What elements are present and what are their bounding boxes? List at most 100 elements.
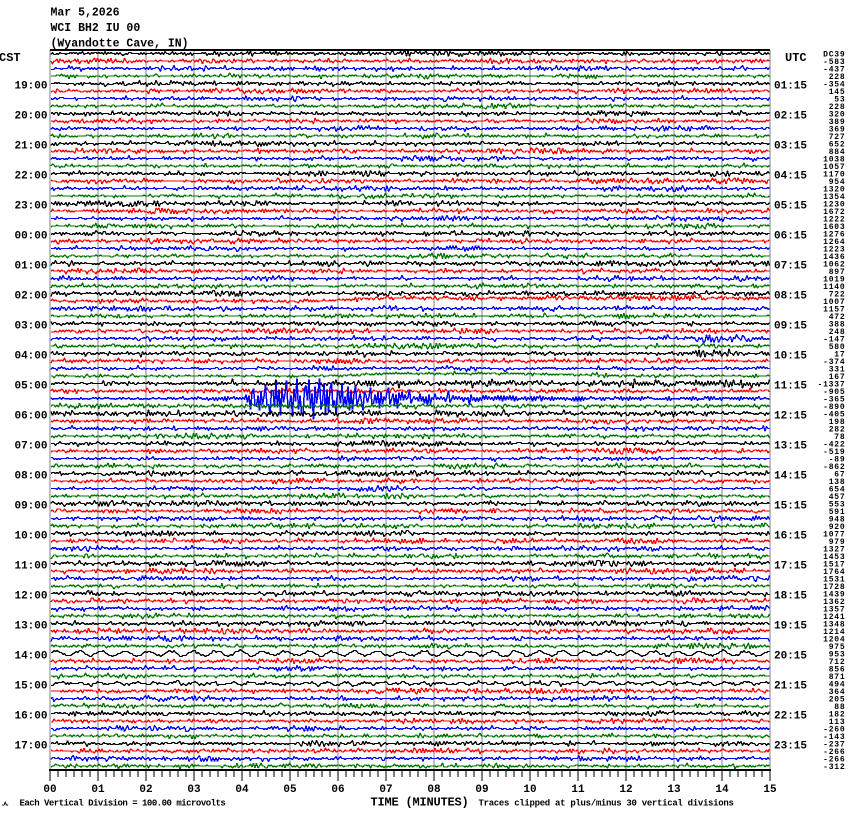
svg-text:(Wyandotte Cave, IN): (Wyandotte Cave, IN): [51, 38, 189, 51]
svg-text:05:15: 05:15: [774, 201, 807, 213]
svg-text:-583: -583: [823, 58, 845, 67]
svg-text:00: 00: [43, 784, 56, 796]
svg-text:15: 15: [763, 784, 777, 796]
svg-text:21:15: 21:15: [774, 681, 807, 693]
svg-text:-905: -905: [823, 388, 845, 397]
svg-text:10:15: 10:15: [774, 351, 807, 363]
svg-text:457: 457: [829, 493, 846, 502]
svg-text:-374: -374: [823, 358, 845, 367]
svg-text:920: 920: [829, 523, 846, 532]
svg-text:67: 67: [834, 471, 845, 480]
svg-text:13: 13: [667, 784, 681, 796]
svg-text:08:15: 08:15: [774, 291, 807, 303]
svg-text:TIME (MINUTES): TIME (MINUTES): [371, 796, 469, 810]
svg-text:1007: 1007: [823, 298, 845, 307]
svg-text:369: 369: [829, 126, 846, 135]
svg-text:654: 654: [829, 486, 846, 495]
svg-text:1241: 1241: [823, 613, 845, 622]
svg-text:1354: 1354: [823, 193, 845, 202]
svg-text:WCI BH2 IU 00: WCI BH2 IU 00: [51, 22, 141, 35]
svg-text:14: 14: [715, 784, 729, 796]
svg-text:09: 09: [475, 784, 488, 796]
svg-text:1728: 1728: [823, 583, 845, 592]
svg-text:-437: -437: [823, 66, 845, 75]
svg-text:10:00: 10:00: [14, 531, 47, 543]
svg-text:1362: 1362: [823, 598, 845, 607]
svg-text:01:15: 01:15: [774, 81, 807, 93]
svg-text:320: 320: [829, 111, 846, 120]
svg-text:-1337: -1337: [817, 381, 845, 390]
svg-text:871: 871: [829, 673, 846, 682]
svg-text:1057: 1057: [823, 163, 845, 172]
svg-text:-890: -890: [823, 403, 845, 412]
svg-text:23:00: 23:00: [14, 201, 47, 213]
svg-text:1214: 1214: [823, 628, 845, 637]
svg-text:22:00: 22:00: [14, 171, 47, 183]
svg-text:88: 88: [834, 703, 845, 712]
svg-text:-260: -260: [823, 726, 845, 735]
svg-text:-143: -143: [823, 733, 845, 742]
svg-text:-365: -365: [823, 396, 845, 405]
svg-text:UTC: UTC: [785, 51, 807, 65]
svg-text:21:00: 21:00: [14, 141, 47, 153]
svg-text:1453: 1453: [823, 553, 845, 562]
svg-text:Traces clipped at plus/minus 3: Traces clipped at plus/minus 30 vertical…: [479, 799, 734, 809]
svg-text:DC39: DC39: [823, 51, 845, 60]
svg-text:78: 78: [834, 433, 845, 442]
svg-text:722: 722: [829, 291, 846, 300]
svg-text:04:00: 04:00: [14, 351, 47, 363]
svg-text:20:00: 20:00: [14, 111, 47, 123]
svg-text:09:15: 09:15: [774, 321, 807, 333]
svg-text:00:00: 00:00: [14, 231, 47, 243]
svg-text:-89: -89: [829, 456, 846, 465]
svg-text:1223: 1223: [823, 246, 845, 255]
svg-text:10: 10: [523, 784, 536, 796]
svg-text:652: 652: [829, 141, 846, 150]
svg-text:15:00: 15:00: [14, 681, 47, 693]
svg-text:1603: 1603: [823, 223, 845, 232]
svg-text:16:15: 16:15: [774, 531, 807, 543]
svg-text:01:00: 01:00: [14, 261, 47, 273]
svg-text:23:15: 23:15: [774, 741, 807, 753]
svg-text:12: 12: [619, 784, 632, 796]
svg-text:-354: -354: [823, 81, 845, 90]
svg-text:-862: -862: [823, 463, 845, 472]
svg-text:1764: 1764: [823, 568, 845, 577]
svg-text:1517: 1517: [823, 561, 845, 570]
svg-text:712: 712: [829, 658, 846, 667]
svg-text:282: 282: [829, 426, 846, 435]
svg-text:1327: 1327: [823, 546, 845, 555]
svg-text:1264: 1264: [823, 238, 845, 247]
svg-text:15:15: 15:15: [774, 501, 807, 513]
svg-text:167: 167: [829, 373, 846, 382]
svg-text:14:15: 14:15: [774, 471, 807, 483]
svg-text:07: 07: [379, 784, 392, 796]
svg-text:Mar 5,2026: Mar 5,2026: [51, 7, 120, 20]
svg-text:1222: 1222: [823, 216, 845, 225]
svg-text:08:00: 08:00: [14, 471, 47, 483]
svg-text:138: 138: [829, 478, 846, 487]
svg-text:13:00: 13:00: [14, 621, 47, 633]
svg-text:-147: -147: [823, 336, 845, 345]
svg-text:11:15: 11:15: [774, 381, 807, 393]
svg-text:22:15: 22:15: [774, 711, 807, 723]
svg-text:14:00: 14:00: [14, 651, 47, 663]
svg-text:05:00: 05:00: [14, 381, 47, 393]
svg-text:03:15: 03:15: [774, 141, 807, 153]
svg-text:553: 553: [829, 501, 846, 510]
svg-text:-266: -266: [823, 748, 845, 757]
svg-text:1672: 1672: [823, 208, 845, 217]
svg-text:897: 897: [829, 268, 846, 277]
svg-text:CST: CST: [0, 51, 21, 65]
svg-text:06:00: 06:00: [14, 411, 47, 423]
svg-text:11:00: 11:00: [14, 561, 47, 573]
svg-text:05: 05: [283, 784, 297, 796]
svg-text:145: 145: [829, 88, 846, 97]
svg-text:01: 01: [91, 784, 105, 796]
svg-text:-519: -519: [823, 448, 845, 457]
svg-text:16:00: 16:00: [14, 711, 47, 723]
svg-text:113: 113: [829, 718, 846, 727]
svg-text:727: 727: [829, 133, 846, 142]
svg-text:20:15: 20:15: [774, 651, 807, 663]
svg-text:1038: 1038: [823, 156, 845, 165]
